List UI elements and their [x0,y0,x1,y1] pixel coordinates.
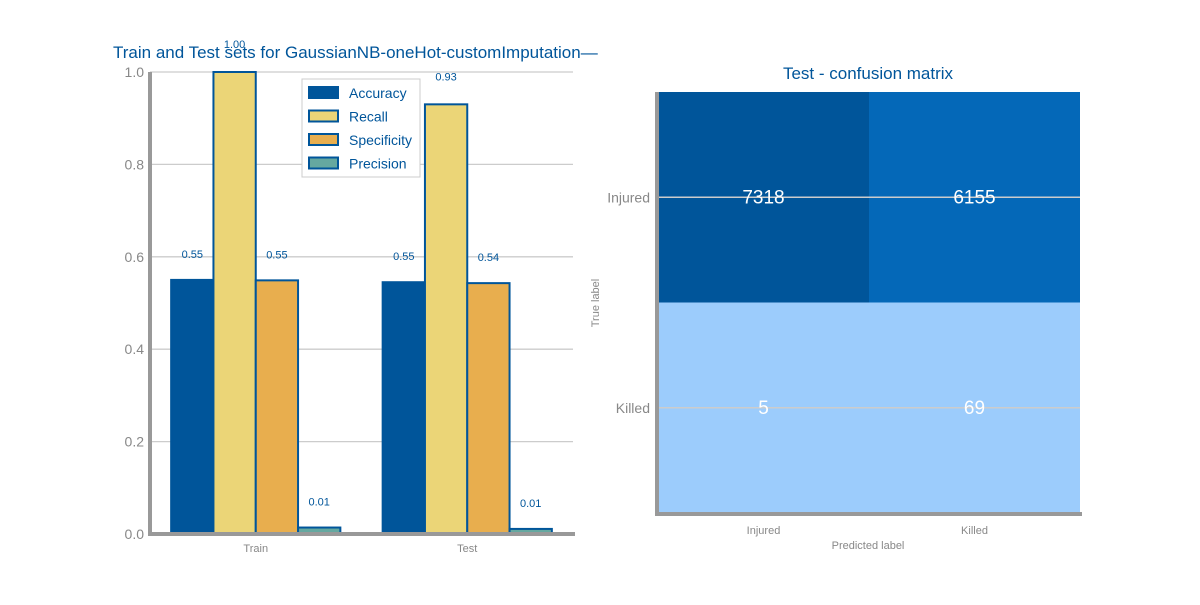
bar-chart-data-labels: 0.55 1.00 0.55 0.01 0.55 0.93 0.54 0.01 [182,39,542,510]
legend-swatch-accuracy [308,86,339,99]
confusion-matrix: Test - confusion matrix 7318 6155 5 69 Inju… [590,64,1082,552]
data-label: 0.55 [393,251,414,263]
data-label: 1.00 [224,39,245,51]
bar-chart-bars [170,71,553,536]
legend-label: Accuracy [349,85,407,101]
bar-accuracy [381,281,426,535]
cm-y-tick-label: Killed [616,400,650,416]
cm-value: 6155 [953,187,995,208]
legend-swatch-precision [308,156,339,170]
y-tick-label: 0.0 [125,526,145,542]
data-label: 0.01 [308,497,329,509]
legend-label: Precision [349,156,407,172]
legend-swatch-recall [308,109,339,123]
legend-swatch-specificity [308,133,339,146]
y-tick-label: 0.6 [125,249,145,265]
x-tick-label: Test [457,543,477,555]
confusion-matrix-gridlines [658,196,1080,409]
y-tick-label: 1.0 [125,64,145,80]
confusion-matrix-title: Test - confusion matrix [783,64,954,83]
data-label: 0.55 [266,249,287,261]
cm-value: 5 [758,398,769,419]
bar-chart-axes [148,72,575,536]
y-tick-label: 0.2 [125,434,145,450]
confusion-matrix-y-label: True label [590,279,602,328]
confusion-matrix-ticks: Injured Killed Injured Killed [607,189,988,537]
bar-chart-legend: Accuracy Recall Specificity Precision [301,78,421,178]
legend-label: Specificity [349,132,412,148]
bar-recall [212,71,257,535]
bar-chart: Train and Test sets for GaussianNB-oneHo… [113,39,598,555]
cm-value: 7318 [742,187,784,208]
cm-value: 69 [964,398,985,419]
bar-recall [423,103,469,535]
cm-x-tick-label: Injured [747,525,781,537]
confusion-matrix-values: 7318 6155 5 69 [742,187,995,419]
legend-label: Recall [349,109,388,125]
cm-x-tick-label: Killed [961,525,988,537]
bar-specificity [466,282,511,535]
bar-chart-x-ticks: Train Test [243,543,477,555]
confusion-matrix-cells [658,92,1080,513]
data-label: 0.54 [478,252,499,264]
y-tick-label: 0.8 [125,156,145,172]
bar-accuracy [170,278,215,535]
data-label: 0.01 [520,498,541,510]
data-label: 0.93 [435,71,456,83]
bar-chart-y-ticks: 0.0 0.2 0.4 0.6 0.8 1.0 [125,64,145,542]
bar-chart-title: Train and Test sets for GaussianNB-oneHo… [113,43,598,62]
y-tick-label: 0.4 [125,341,145,357]
cm-y-tick-label: Injured [607,189,650,205]
data-label: 0.55 [182,249,203,261]
confusion-matrix-axes [655,92,1082,516]
confusion-matrix-x-label: Predicted label [832,540,905,552]
bar-specificity [254,279,300,535]
x-tick-label: Train [243,543,268,555]
